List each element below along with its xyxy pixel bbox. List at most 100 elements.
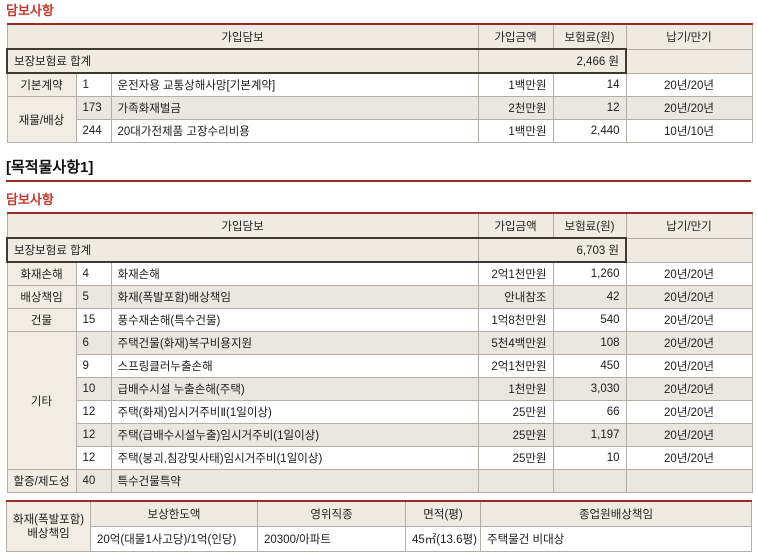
header-area: 면적(평): [405, 500, 481, 527]
group-cell: 할증/제도성: [6, 469, 77, 493]
coverage-row: 기타 6 주택건물(화재)복구비용지원 5천4백만원 108 20년/20년: [6, 331, 753, 470]
summary-row: 보장보험료 합계 6,703 원: [5, 237, 753, 263]
summary-total-premium: 6,703 원: [477, 237, 628, 263]
item-number-cell: 1: [75, 72, 112, 97]
coverage-table-1: 가입담보 가입금액 보험료(원) 납기/만기 보장보험료 합계 2,466 원 …: [5, 23, 753, 143]
premium-cell: 10: [552, 446, 627, 470]
item-name-cell: 주택(붕괴,침강및사태)임시거주비(1일이상): [110, 446, 479, 470]
coverage-row: 12 주택(화재)임시거주비Ⅱ(1일이상) 25만원 66 20년/20년: [7, 400, 753, 424]
header-insured-amount: 가입금액: [477, 212, 554, 239]
header-payment-term: 납기/만기: [625, 212, 753, 239]
payment-term-cell: 20년/20년: [625, 446, 753, 470]
payment-term-cell: 20년/20년: [625, 400, 753, 424]
item-name-cell: 풍수재손해(특수건물): [110, 308, 479, 332]
item-name-cell: 급배수시설 누출손해(주택): [110, 377, 479, 401]
object-section-heading: [목적물사항1]: [6, 159, 94, 176]
payment-term-cell: 20년/20년: [625, 331, 753, 355]
coverage-row: 배상책임 5 화재(폭발포함)배상책임 안내참조 42 20년/20년: [6, 285, 753, 309]
item-name-cell: 가족화재벌금: [110, 96, 479, 120]
insured-amount-cell: 25만원: [477, 446, 554, 470]
payment-term-cell: 20년/20년: [625, 72, 753, 97]
item-name-cell: 주택건물(화재)복구비용지원: [110, 331, 479, 355]
item-name-cell: 화재(폭발포함)배상책임: [110, 285, 479, 309]
item-number-cell: 15: [75, 308, 112, 332]
header-payment-term: 납기/만기: [625, 23, 753, 50]
coverage-row: 재물/배상 173 가족화재벌금 2천만원 12 20년/20년: [6, 96, 753, 143]
group-cell: 건물: [6, 308, 77, 332]
info-header-row: 화재(폭발포함) 배상책임 보상한도액 영위직종 면적(평) 종업원배상책임: [6, 500, 752, 552]
coverage-section-title-2: 담보사항: [6, 192, 54, 207]
premium-cell: 450: [552, 354, 627, 378]
group-cell: 배상책임: [6, 285, 77, 309]
group-cell: 재물/배상: [6, 96, 77, 143]
item-name-cell: 20대가전제품 고장수리비용: [110, 119, 479, 143]
area-value: 45㎡(13.6평): [405, 526, 481, 552]
insured-amount-cell: 2억1천만원: [477, 354, 554, 378]
item-number-cell: 10: [75, 377, 112, 401]
item-name-cell: 주택(화재)임시거주비Ⅱ(1일이상): [110, 400, 479, 424]
coverage-row: 12 주택(급배수시설누출)임시거주비(1일이상) 25만원 1,197 20년/20년: [7, 423, 753, 447]
summary-empty-cell: [625, 48, 753, 74]
summary-empty-cell: [625, 237, 753, 263]
coverage-row: 화재손해 4 화재손해 2억1천만원 1,260 20년/20년: [6, 261, 753, 286]
header-employee-liability: 종업원배상책임: [480, 500, 752, 527]
summary-label: 보장보험료 합계: [5, 237, 479, 263]
item-name-cell: 주택(급배수시설누출)임시거주비(1일이상): [110, 423, 479, 447]
group-cell: 화재손해: [6, 261, 77, 286]
summary-row: 보장보험료 합계 2,466 원: [5, 48, 753, 74]
insured-amount-cell: 1백만원: [477, 119, 554, 143]
premium-cell: 66: [552, 400, 627, 424]
insured-amount-cell: 1백만원: [477, 72, 554, 97]
payment-term-cell: 20년/20년: [625, 285, 753, 309]
premium-cell: 14: [552, 72, 627, 97]
insured-amount-cell: 25만원: [477, 400, 554, 424]
item-name-cell: 화재손해: [110, 261, 479, 286]
coverage-row: 할증/제도성 40 특수건물특약: [6, 469, 753, 493]
liability-row-header-line1: 화재(폭발포함): [13, 513, 85, 526]
insured-amount-cell: [477, 469, 554, 493]
coverage-row: 9 스프링클러누출손해 2억1천만원 450 20년/20년: [7, 354, 753, 378]
summary-total-premium: 2,466 원: [477, 48, 628, 74]
premium-cell: 3,030: [552, 377, 627, 401]
coverage-header-row: 가입담보 가입금액 보험료(원) 납기/만기: [6, 212, 753, 239]
header-premium: 보험료(원): [552, 23, 627, 50]
premium-cell: 540: [552, 308, 627, 332]
payment-term-cell: 10년/10년: [625, 119, 753, 143]
item-name-cell: 스프링클러누출손해: [110, 354, 479, 378]
insured-amount-cell: 안내참조: [477, 285, 554, 309]
liability-row-header: 화재(폭발포함) 배상책임: [6, 500, 91, 552]
item-number-cell: 6: [75, 331, 112, 355]
payment-term-cell: 20년/20년: [625, 377, 753, 401]
item-number-cell: 5: [75, 285, 112, 309]
payment-term-cell: 20년/20년: [625, 96, 753, 120]
insured-amount-cell: 2억1천만원: [477, 261, 554, 286]
group-cell: 기타: [6, 331, 77, 470]
item-name-cell: 운전자용 교통상해사망[기본계약]: [110, 72, 479, 97]
insured-amount-cell: 5천4백만원: [477, 331, 554, 355]
item-number-cell: 244: [75, 119, 112, 143]
item-number-cell: 4: [75, 261, 112, 286]
insured-amount-cell: 25만원: [477, 423, 554, 447]
header-compensation-limit: 보상한도액: [90, 500, 258, 527]
item-number-cell: 40: [75, 469, 112, 493]
employee-liability-value: 주택물건 비대상: [480, 526, 752, 552]
section-divider-rule: [6, 180, 751, 182]
payment-term-cell: 20년/20년: [625, 308, 753, 332]
group-cell: 기본계약: [6, 72, 77, 97]
header-premium: 보험료(원): [552, 212, 627, 239]
premium-cell: 1,260: [552, 261, 627, 286]
item-number-cell: 9: [75, 354, 112, 378]
item-name-cell: 특수건물특약: [110, 469, 479, 493]
premium-cell: 1,197: [552, 423, 627, 447]
insured-amount-cell: 2천만원: [477, 96, 554, 120]
premium-cell: 42: [552, 285, 627, 309]
payment-term-cell: 20년/20년: [625, 423, 753, 447]
coverage-header-row: 가입담보 가입금액 보험료(원) 납기/만기: [6, 23, 753, 50]
premium-cell: 2,440: [552, 119, 627, 143]
payment-term-cell: 20년/20년: [625, 354, 753, 378]
coverage-row: 12 주택(붕괴,침강및사태)임시거주비(1일이상) 25만원 10 20년/20년: [7, 446, 753, 470]
coverage-row: 건물 15 풍수재손해(특수건물) 1억8천만원 540 20년/20년: [6, 308, 753, 332]
header-insured-amount: 가입금액: [477, 23, 554, 50]
premium-cell: 108: [552, 331, 627, 355]
